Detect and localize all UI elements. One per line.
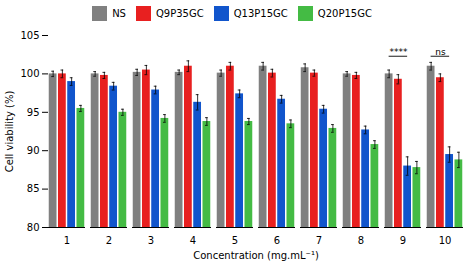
svg-text:105: 105 <box>20 30 39 41</box>
svg-text:85: 85 <box>27 183 40 194</box>
svg-text:2: 2 <box>106 235 112 246</box>
html-text:Q13P15GC: Q13P15GC <box>233 8 288 19</box>
svg-text:7: 7 <box>316 235 322 246</box>
svg-text:5: 5 <box>232 235 238 246</box>
svg-text:ns: ns <box>435 47 446 57</box>
svg-text:100: 100 <box>20 68 39 79</box>
svg-text:3: 3 <box>148 235 154 246</box>
svg-text:8: 8 <box>358 235 364 246</box>
svg-text:9: 9 <box>400 235 406 246</box>
svg-text:****: **** <box>389 47 408 57</box>
svg-text:6: 6 <box>274 235 280 246</box>
svg-text:Concentration (mg.mL⁻¹): Concentration (mg.mL⁻¹) <box>193 250 319 261</box>
html-text:Q9P35GC: Q9P35GC <box>156 8 204 19</box>
svg-text:Cell viability (%): Cell viability (%) <box>4 91 15 173</box>
svg-text:10: 10 <box>439 235 452 246</box>
svg-text:1: 1 <box>64 235 70 246</box>
svg-text:4: 4 <box>190 235 196 246</box>
html-text:NS: NS <box>112 8 126 19</box>
svg-text:80: 80 <box>27 222 40 233</box>
svg-text:95: 95 <box>27 107 40 118</box>
html-text:Q20P15GC: Q20P15GC <box>317 8 372 19</box>
svg-text:90: 90 <box>27 145 40 156</box>
